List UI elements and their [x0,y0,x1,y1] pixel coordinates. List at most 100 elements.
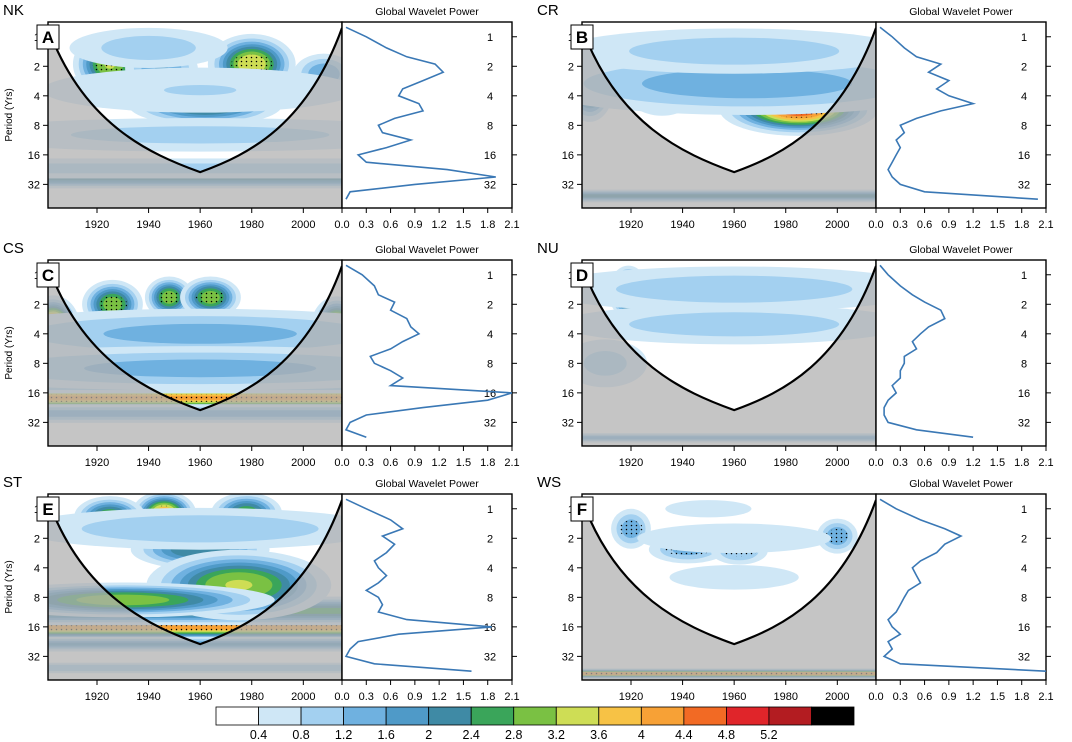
y-tick-label: 2 [34,299,40,311]
y-tick-label: 4 [34,563,40,575]
gwp-y-tick-label: 16 [1018,388,1030,400]
gwp-line [344,264,512,438]
colorbar-swatch [598,706,642,726]
gwp-y-tick-label: 1 [487,270,493,282]
colorbar-swatch [768,706,812,726]
y-tick-label: 8 [34,358,40,370]
cone-of-influence-line [582,27,876,174]
panel-letter: B [576,28,588,47]
panel-D: 1920 1940 1960 1980 2000 1 2 4 8 16 32 NU D Global Wa… [537,240,1054,469]
gwp-x-tick-label: 2.1 [504,219,519,231]
cone-of-influence-line [582,499,876,646]
x-tick-label: 1980 [239,457,263,469]
colorbar-label: 1.6 [377,728,394,742]
gwp-x-tick-label: 0.0 [334,457,349,469]
y-tick-label: 2 [34,61,40,73]
y-tick-label: 16 [28,388,40,400]
gwp-x-tick-label: 0.3 [893,691,908,703]
gwp-x-tick-label: 1.8 [1014,219,1029,231]
y-axis-label: Period (Yrs) [4,560,15,613]
gwp-x-tick-label: 2.1 [1038,691,1053,703]
gwp-line [879,264,974,438]
colorbar-swatch [555,706,600,726]
x-tick-label: 1960 [722,219,746,231]
y-tick-label: 2 [568,299,574,311]
colorbar-swatch [470,706,515,726]
x-tick-label: 2000 [825,691,849,703]
panel-letter: C [42,266,54,285]
gwp-y-tick-label: 8 [487,592,493,604]
gwp-x-tick-label: 0.0 [868,457,883,469]
y-tick-label: 16 [562,150,574,162]
gwp-y-tick-label: 4 [487,91,493,103]
gwp-title: Global Wavelet Power [909,6,1013,18]
wavelet-plot [48,260,342,446]
y-tick-label: 2 [34,533,40,545]
gwp-y-tick-label: 1 [487,504,493,516]
x-tick-label: 1980 [239,219,263,231]
colorbar-label: 2.4 [463,728,480,742]
gwp-y-tick-label: 16 [1018,622,1030,634]
panel-E: 1920 1940 1960 1980 2000 1 2 4 8 16 32 Period (Yrs)… [3,474,520,703]
gwp-y-tick-label: 32 [1018,179,1030,191]
gwp-x-tick-label: 0.6 [383,457,398,469]
gwp-x-tick-label: 0.6 [917,457,932,469]
x-tick-label: 1940 [670,219,694,231]
gwp-x-tick-label: 0.0 [334,219,349,231]
colorbar-swatch [428,706,472,726]
y-tick-label: 8 [568,120,574,132]
gwp-x-tick-label: 1.2 [431,219,446,231]
cone-of-influence-shade [582,266,876,446]
gwp-x-tick-label: 2.1 [504,457,519,469]
y-tick-label: 2 [568,61,574,73]
panel-letter: F [577,500,587,519]
panel-letter-box [570,24,594,50]
gwp-x-tick-label: 0.0 [868,691,883,703]
power-contour [669,564,799,590]
gwp-y-tick-label: 32 [484,651,496,663]
gwp-x-tick-label: 0.6 [383,691,398,703]
panel-title: NU [537,240,559,257]
y-tick-label: 4 [568,563,574,575]
gwp-x-tick-label: 1.8 [1014,457,1029,469]
gwp-y-tick-label: 1 [487,32,493,44]
gwp-y-tick-label: 32 [484,417,496,429]
gwp-y-tick-label: 2 [487,533,493,545]
gwp-y-tick-label: 8 [487,120,493,132]
gwp-y-tick-label: 8 [1021,592,1027,604]
y-tick-label: 4 [34,329,40,341]
y-tick-label: 32 [562,179,574,191]
cone-of-influence-shade [48,500,342,680]
panel-letter: A [42,28,54,47]
y-tick-label: 32 [562,651,574,663]
gwp-x-tick-label: 1.8 [480,219,495,231]
x-tick-label: 2000 [291,219,315,231]
gwp-x-tick-label: 0.9 [941,457,956,469]
panel-title: CS [3,240,24,257]
y-tick-label: 4 [34,91,40,103]
significance-stipple [157,290,182,305]
gwp-x-tick-label: 1.2 [431,691,446,703]
gwp-y-tick-label: 2 [487,61,493,73]
colorbar-label: 2.8 [505,728,522,742]
gwp-y-tick-label: 16 [484,150,496,162]
panel-letter-box [36,496,60,522]
power-contour [637,523,832,554]
significance-stipple [97,296,128,313]
y-tick-label: 8 [34,120,40,132]
colorbar-label: 3.2 [548,728,565,742]
gwp-y-tick-label: 2 [1021,533,1027,545]
colorbar-label: 0.4 [250,728,267,742]
y-tick-label: 32 [28,179,40,191]
y-tick-label: 8 [34,592,40,604]
gwp-y-tick-label: 32 [1018,651,1030,663]
gwp-x-tick-label: 1.5 [456,457,471,469]
gwp-y-tick-label: 4 [1021,329,1027,341]
gwp-x-tick-label: 1.5 [456,219,471,231]
gwp-line [345,26,496,200]
gwp-x-tick-label: 1.5 [456,691,471,703]
panel-letter-box [36,24,60,50]
power-contour [103,323,297,344]
gwp-x-tick-label: 0.0 [868,219,883,231]
